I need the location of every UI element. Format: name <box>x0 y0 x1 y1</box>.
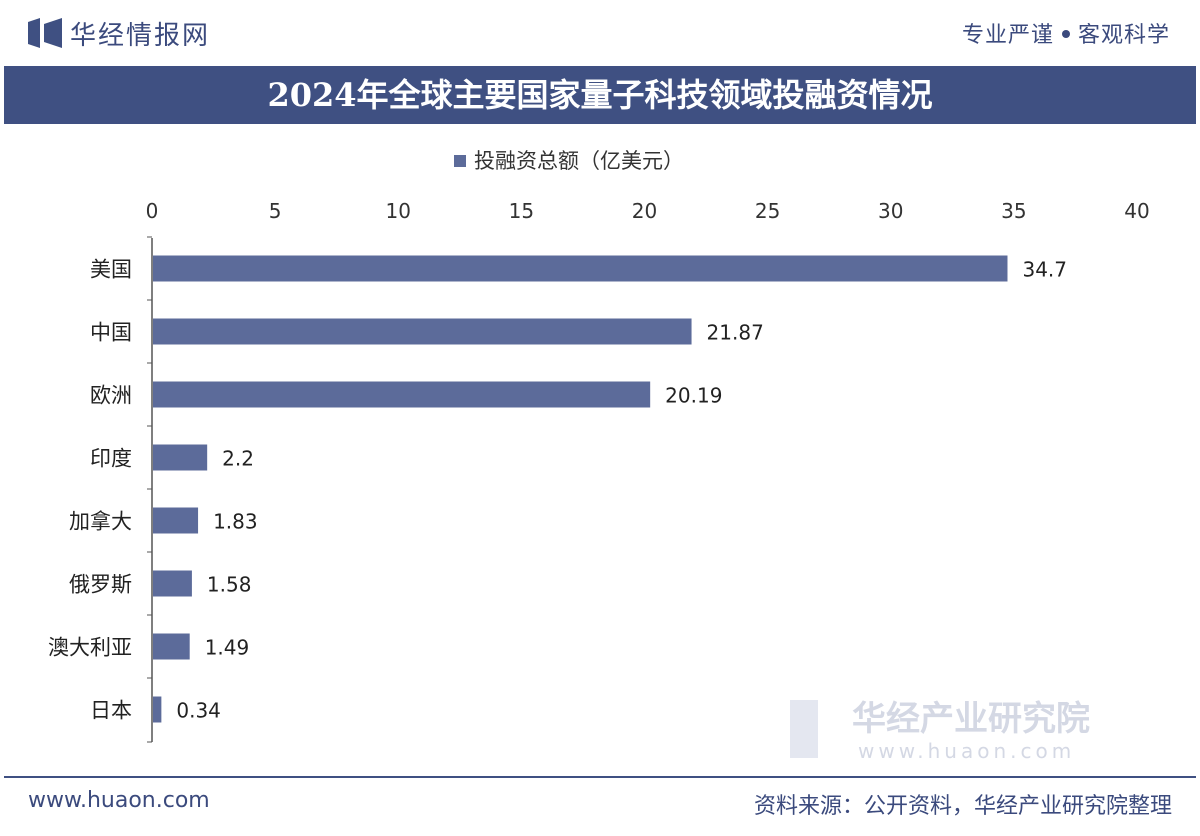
chart-area: 投融资总额（亿美元） 0 5 10 15 20 25 30 35 40 美国 34.7 中国 21.87 欧… <box>0 130 1200 770</box>
footer-source: 资料来源：公开资料，华经产业研究院整理 <box>753 794 1172 819</box>
legend-label: 投融资总额（亿美元） <box>474 149 684 173</box>
legend-swatch <box>454 155 466 167</box>
category-label: 澳大利亚 <box>48 636 132 660</box>
footer-url: www.huaon.com <box>28 788 210 813</box>
brand-logo-icon <box>28 18 62 48</box>
x-tick-label: 20 <box>632 199 657 223</box>
value-label: 1.49 <box>205 636 250 660</box>
watermark-logo-icon <box>790 700 818 758</box>
x-tick-label: 0 <box>146 199 159 223</box>
brand-name: 华经情报网 <box>70 21 211 51</box>
dot-separator-icon <box>1061 30 1070 38</box>
x-tick-label: 25 <box>755 199 780 223</box>
tagline: 专业严谨 客观科学 <box>962 17 1170 49</box>
x-tick-label: 15 <box>509 199 534 223</box>
value-label: 2.2 <box>222 447 254 471</box>
x-tick-label: 35 <box>1001 199 1026 223</box>
bar <box>153 507 199 534</box>
footer-bar: www.huaon.com 资料来源：公开资料，华经产业研究院整理 <box>0 776 1200 836</box>
watermark-url: www.huaon.com <box>858 739 1075 763</box>
bar <box>153 696 162 723</box>
value-label: 21.87 <box>707 321 764 345</box>
bar <box>153 381 651 408</box>
category-label: 加拿大 <box>69 510 132 534</box>
value-label: 1.83 <box>213 510 258 534</box>
x-tick-label: 5 <box>269 199 282 223</box>
x-tick-label: 40 <box>1124 199 1149 223</box>
bar <box>153 444 208 471</box>
value-label: 34.7 <box>1022 258 1067 282</box>
category-label: 日本 <box>90 699 132 723</box>
watermark-name: 华经产业研究院 <box>852 699 1090 739</box>
category-label: 俄罗斯 <box>69 573 132 597</box>
footer-divider <box>4 776 1196 778</box>
bar <box>153 633 190 660</box>
bar <box>153 255 1008 282</box>
x-tick-label: 30 <box>878 199 903 223</box>
chart-title: 2024年全球主要国家量子科技领域投融资情况 <box>267 76 933 114</box>
category-label: 中国 <box>90 321 132 345</box>
x-tick-label: 10 <box>386 199 411 223</box>
category-label: 印度 <box>90 447 132 471</box>
header-bar: 华经情报网 专业严谨 客观科学 <box>0 0 1200 62</box>
bar <box>153 318 692 345</box>
value-label: 1.58 <box>207 573 252 597</box>
category-label: 欧洲 <box>90 384 132 408</box>
category-label: 美国 <box>90 258 132 282</box>
bar <box>153 570 192 597</box>
value-label: 20.19 <box>665 384 722 408</box>
tagline-left: 专业严谨 <box>961 23 1054 48</box>
title-bar: 2024年全球主要国家量子科技领域投融资情况 <box>4 66 1196 124</box>
tagline-right: 客观科学 <box>1077 23 1170 48</box>
value-label: 0.34 <box>176 699 221 723</box>
bar-chart: 投融资总额（亿美元） 0 5 10 15 20 25 30 35 40 美国 34.7 中国 21.87 欧… <box>48 149 1150 763</box>
